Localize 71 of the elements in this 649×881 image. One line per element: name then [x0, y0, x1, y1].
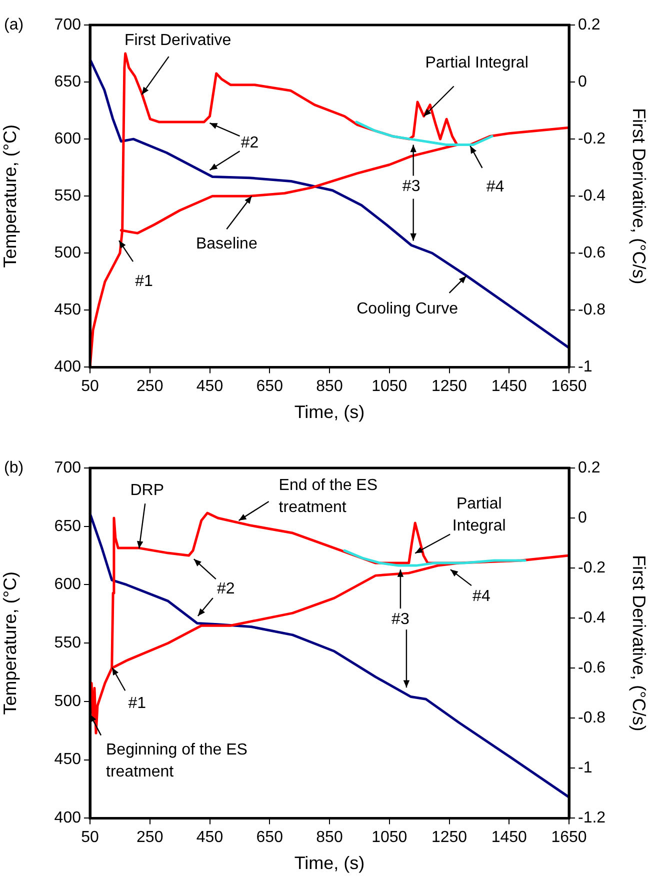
- y-tick-label: 450: [54, 302, 82, 319]
- x-tick-label: 850: [316, 829, 343, 846]
- x-tick-label: 250: [136, 378, 164, 396]
- x-tick-label: 250: [136, 829, 164, 846]
- y2-tick-label: -0.8: [578, 302, 606, 319]
- y2-tick-label: -0.4: [578, 609, 606, 626]
- y-tick-label: 400: [54, 358, 82, 376]
- y2-axis-title: First Derivative, (°C/s): [629, 555, 649, 732]
- annotation: #3: [392, 610, 410, 628]
- y2-tick-label: -0.6: [578, 660, 606, 677]
- y-tick-label: 500: [54, 244, 82, 262]
- y-tick-label: 550: [54, 634, 82, 652]
- annotation: Cooling Curve: [356, 300, 458, 318]
- x-tick-label: 850: [316, 378, 343, 396]
- x-tick-label: 50: [81, 829, 99, 846]
- x-tick-label: 450: [196, 378, 224, 396]
- annotation: Baseline: [196, 236, 258, 253]
- annotation: First Derivative: [124, 32, 232, 49]
- x-tick-label: 1050: [372, 829, 408, 846]
- y-tick-label: 600: [54, 576, 82, 594]
- y2-tick-label: 0: [578, 73, 587, 90]
- y-tick-label: 400: [54, 810, 82, 827]
- x-tick-label: 1450: [491, 378, 528, 396]
- y2-tick-label: -1: [578, 358, 592, 376]
- annotation: End of the ES treatment: [278, 476, 378, 516]
- x-tick-label: 1050: [372, 378, 408, 396]
- y2-tick-label: 0.2: [578, 459, 600, 476]
- y-tick-label: 650: [54, 73, 82, 90]
- y-axis-title: Temperature, (°C): [0, 124, 20, 268]
- x-tick-label: 1250: [431, 829, 468, 846]
- annotation: Beginning of the ES treatment: [106, 742, 248, 781]
- annotation: Partial Integral: [452, 496, 506, 535]
- y2-tick-label: -0.2: [578, 130, 606, 148]
- y-axis-title: Temperature, (°C): [0, 571, 20, 715]
- annotation: #2: [216, 580, 235, 598]
- text: (b): [4, 459, 24, 476]
- y2-tick-label: -0.2: [578, 559, 606, 576]
- y-tick-label: 500: [54, 692, 82, 710]
- text: (a): [4, 16, 24, 34]
- y-tick-label: 600: [54, 130, 82, 148]
- x-tick-label: 1650: [551, 378, 587, 396]
- y2-axis-title: First Derivative, (°C/s): [629, 108, 649, 284]
- annotation: #1: [128, 695, 146, 712]
- x-tick-label: 450: [196, 829, 224, 846]
- x-tick-label: 650: [256, 829, 284, 846]
- x-tick-label: 650: [256, 378, 284, 396]
- y2-tick-label: -1.2: [578, 810, 606, 827]
- y2-tick-label: 0.2: [578, 16, 600, 34]
- annotation: Partial Integral: [425, 54, 528, 72]
- y2-tick-label: -0.4: [578, 188, 606, 205]
- x-tick-label: 50: [81, 378, 99, 396]
- y2-tick-label: -1: [578, 760, 592, 777]
- y-tick-label: 550: [54, 188, 82, 205]
- y-tick-label: 450: [54, 751, 82, 768]
- y-tick-label: 700: [54, 16, 82, 34]
- annotation: #2: [240, 134, 259, 152]
- y2-tick-label: -0.8: [578, 710, 606, 727]
- annotation: #1: [135, 272, 154, 290]
- y2-tick-label: -0.6: [578, 244, 606, 262]
- annotation: #3: [402, 178, 420, 196]
- y-tick-label: 700: [54, 459, 82, 476]
- y2-tick-label: 0: [578, 509, 587, 526]
- x-axis-title: Time, (s): [294, 853, 365, 874]
- x-axis-title: Time, (s): [294, 402, 365, 422]
- annotation: #4: [472, 588, 490, 605]
- x-tick-label: 1250: [431, 378, 468, 396]
- x-tick-label: 1450: [491, 829, 528, 846]
- x-tick-label: 1650: [551, 829, 587, 846]
- annotation: #4: [486, 178, 504, 196]
- y-tick-label: 650: [54, 518, 82, 535]
- annotation: DRP: [130, 482, 164, 499]
